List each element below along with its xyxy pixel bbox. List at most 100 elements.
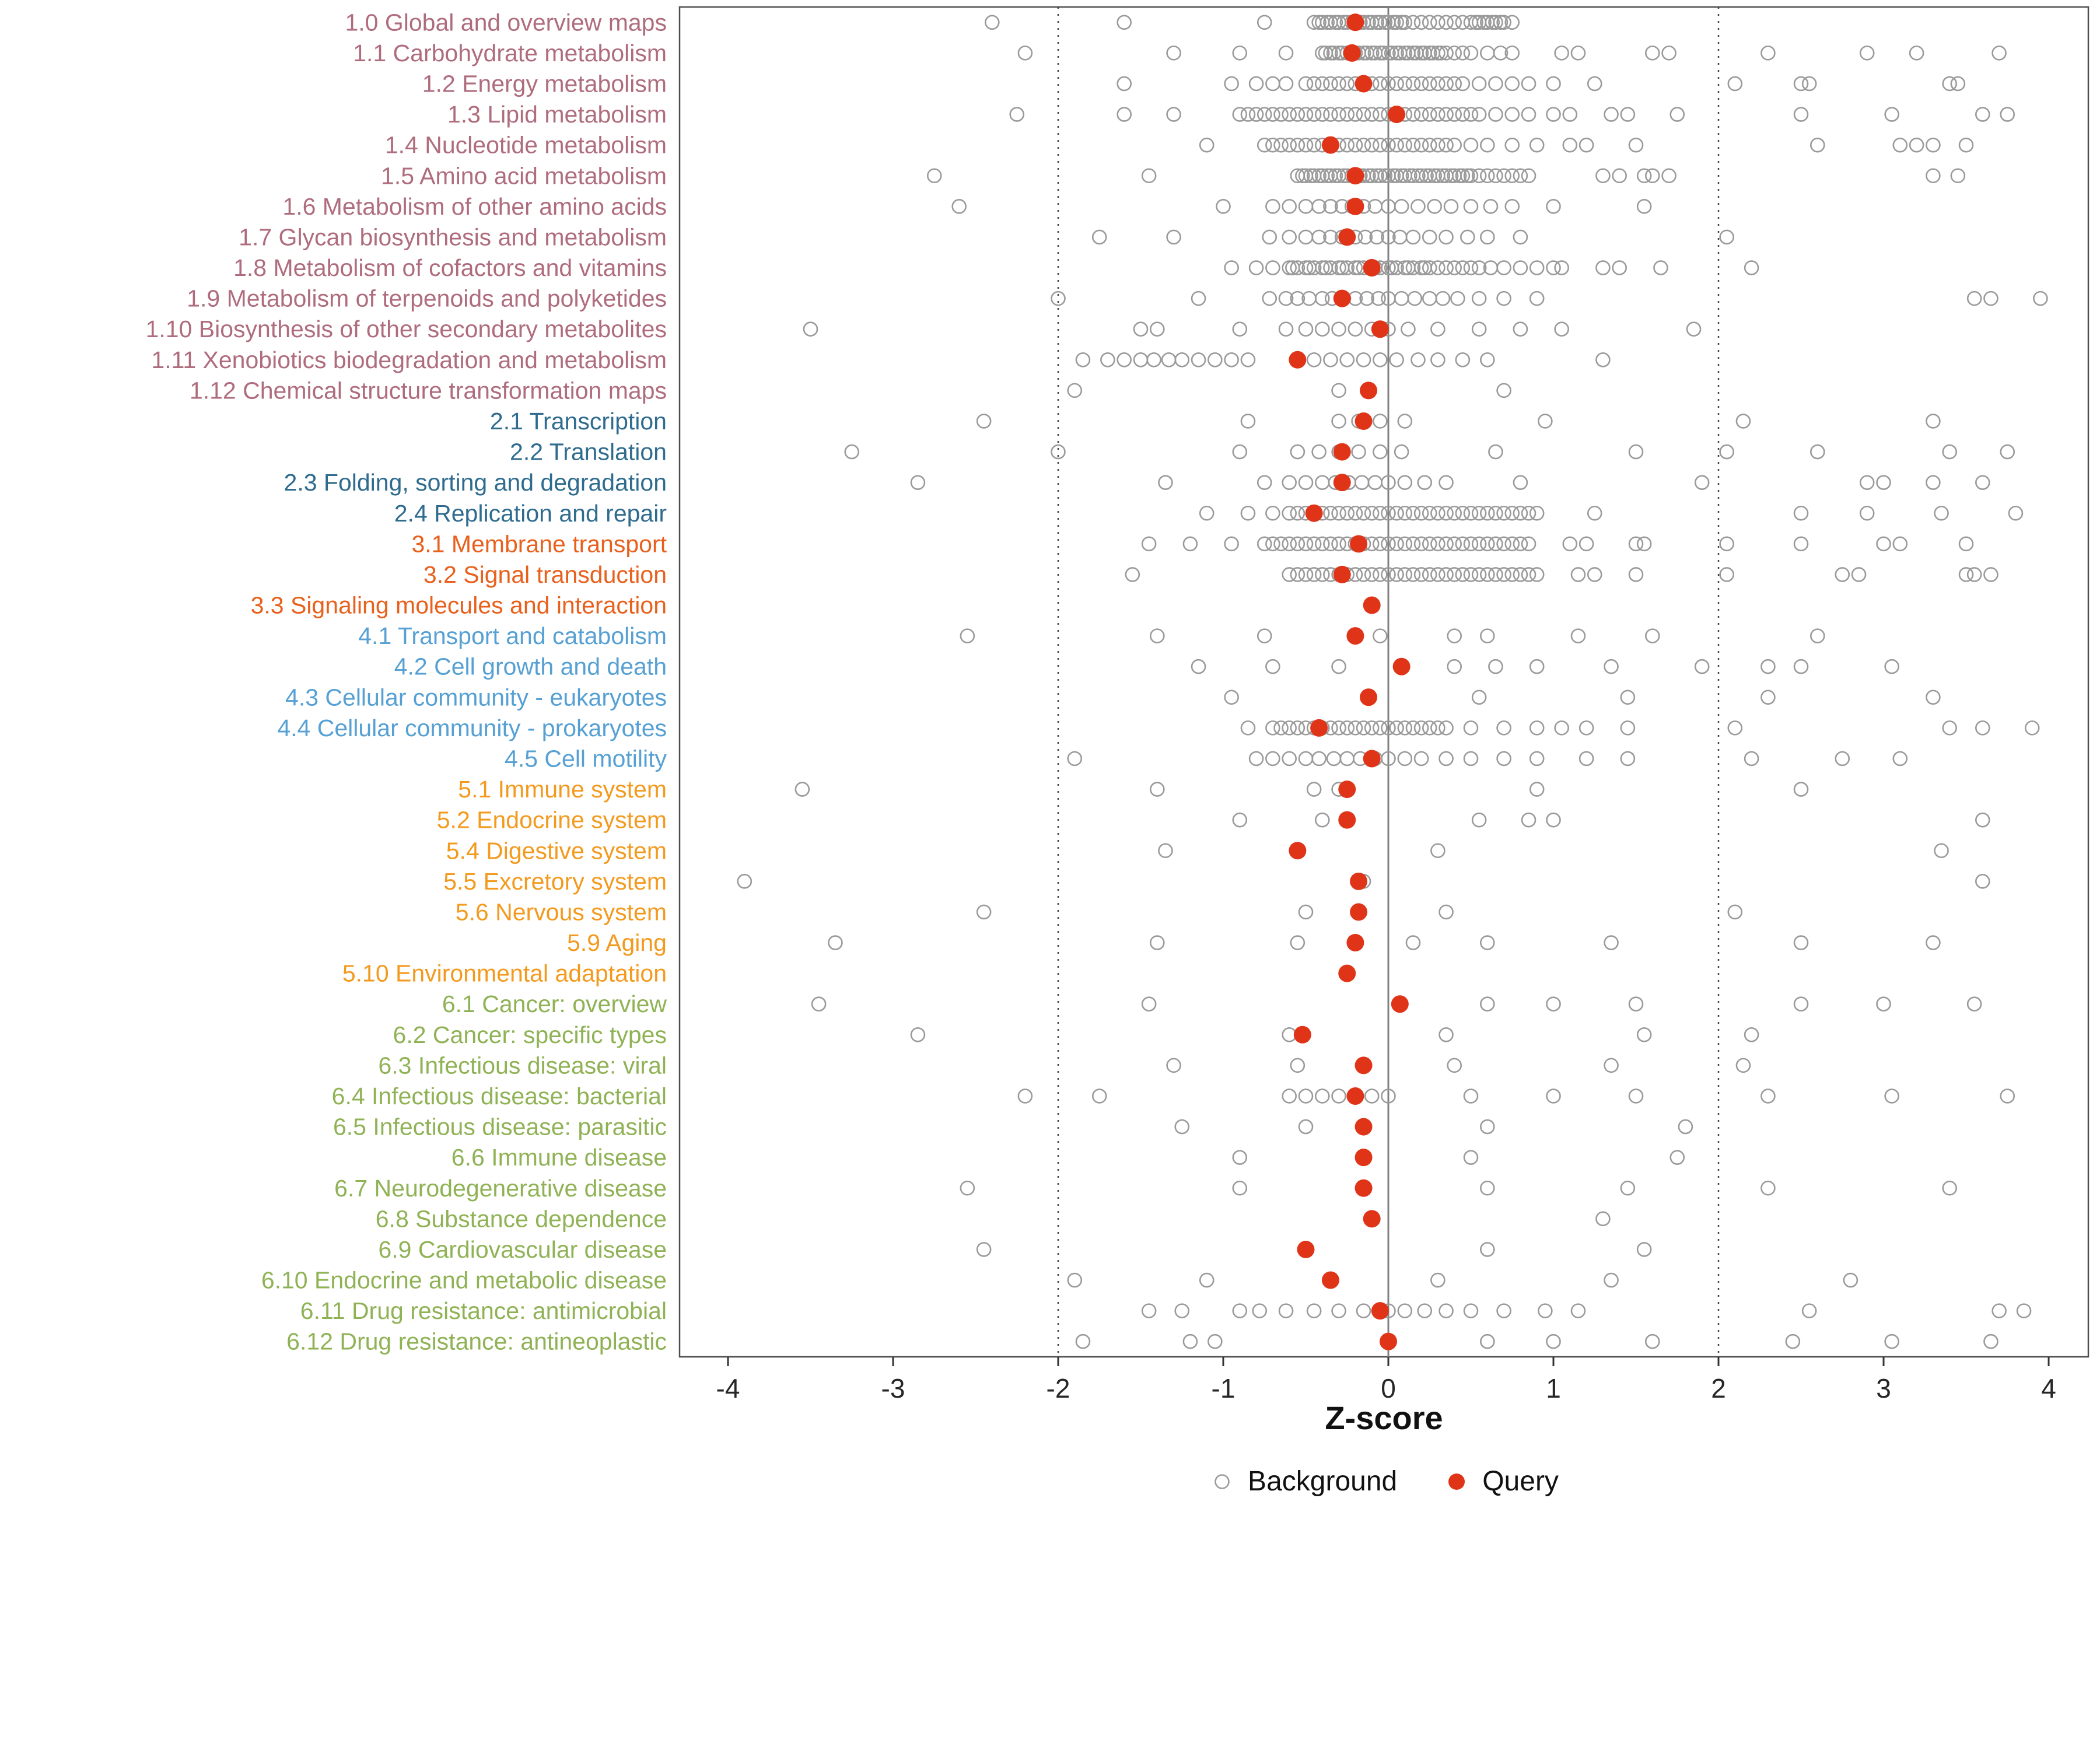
background-point [1670, 1150, 1685, 1165]
category-label: 4.2 Cell growth and death [394, 653, 667, 680]
query-point [1346, 1087, 1364, 1105]
background-point [1405, 536, 1421, 552]
background-point [1810, 444, 1825, 460]
background-point [1926, 935, 1941, 950]
background-point [1554, 46, 1569, 61]
x-tick-label: -4 [716, 1373, 740, 1404]
background-point [1628, 1088, 1644, 1104]
background-point [1373, 107, 1388, 122]
background-point [1331, 536, 1346, 552]
background-point [1727, 904, 1743, 920]
background-point [1493, 15, 1508, 30]
background-point [1661, 168, 1676, 184]
category-label: 6.11 Drug resistance: antimicrobial [300, 1297, 667, 1324]
background-point [1174, 1303, 1190, 1318]
background-point [1017, 1088, 1033, 1104]
background-point [1471, 567, 1487, 582]
background-point [1455, 352, 1471, 368]
background-point [1496, 290, 1511, 306]
background-point [1397, 567, 1413, 582]
background-point [1409, 46, 1424, 61]
background-point [1389, 505, 1404, 521]
background-point [1265, 505, 1280, 521]
background-point [1417, 1303, 1433, 1318]
background-point [1443, 168, 1459, 184]
background-point [1326, 46, 1342, 61]
background-point [1405, 137, 1421, 153]
background-point [1447, 628, 1462, 643]
query-point [1363, 750, 1381, 768]
background-point [1463, 199, 1479, 214]
background-point [1381, 137, 1396, 153]
background-point [1513, 567, 1528, 582]
background-point [1298, 137, 1314, 153]
background-point [1975, 812, 1990, 828]
background-point [1240, 720, 1256, 736]
background-point [1278, 290, 1294, 306]
background-point [1306, 76, 1322, 92]
background-point [1232, 1180, 1248, 1196]
background-point [1480, 352, 1495, 368]
query-point [1338, 228, 1356, 246]
background-point [1975, 475, 1990, 490]
background-point [1554, 260, 1569, 275]
background-point [1493, 46, 1508, 61]
background-point [1595, 168, 1611, 184]
background-point [1298, 536, 1314, 552]
background-point [1394, 168, 1409, 184]
background-point [1256, 536, 1272, 552]
category-label: 1.12 Chemical structure transformation m… [190, 377, 667, 404]
background-point [1401, 46, 1416, 61]
background-point [1942, 1180, 1957, 1196]
background-point [1463, 168, 1479, 184]
background-point [1282, 199, 1297, 214]
background-point [1926, 414, 1941, 429]
background-point [1273, 720, 1289, 736]
background-point [1323, 107, 1338, 122]
background-point [1480, 1119, 1495, 1135]
background-point [1471, 536, 1487, 552]
background-point [1546, 1088, 1561, 1104]
query-point [1346, 13, 1364, 32]
background-point [1430, 352, 1446, 368]
background-point [1331, 414, 1346, 429]
background-point [1843, 1272, 1859, 1288]
background-point [1463, 107, 1479, 122]
background-point [1447, 659, 1462, 674]
background-point [1422, 107, 1437, 122]
background-point [1298, 567, 1314, 582]
query-point [1333, 443, 1351, 461]
background-point [1438, 751, 1454, 766]
background-point [1620, 690, 1636, 705]
background-point [1331, 505, 1346, 521]
background-point [1381, 536, 1396, 552]
background-point [1835, 567, 1850, 582]
background-point [1381, 76, 1396, 92]
background-point [1727, 76, 1743, 92]
background-point [1315, 107, 1330, 122]
background-point [1389, 76, 1404, 92]
background-point [1265, 107, 1280, 122]
background-point [1166, 229, 1181, 245]
background-point [1438, 720, 1454, 736]
background-point [1430, 536, 1446, 552]
query-point [1350, 903, 1368, 921]
background-point [1488, 107, 1503, 122]
background-point [1422, 567, 1437, 582]
background-point [1876, 536, 1891, 552]
background-point [1290, 567, 1306, 582]
background-point [1067, 1272, 1083, 1288]
background-point [1373, 720, 1388, 736]
background-point [960, 1180, 975, 1196]
background-point [1417, 475, 1433, 490]
background-point [1373, 567, 1388, 582]
background-point [1410, 352, 1426, 368]
background-point [2000, 444, 2015, 460]
background-point [1942, 444, 1957, 460]
background-point [1417, 260, 1433, 275]
background-point [1075, 352, 1091, 368]
category-label: 1.3 Lipid metabolism [447, 101, 667, 128]
background-point [1835, 751, 1850, 766]
background-point [1357, 229, 1373, 245]
background-point [1262, 290, 1278, 306]
